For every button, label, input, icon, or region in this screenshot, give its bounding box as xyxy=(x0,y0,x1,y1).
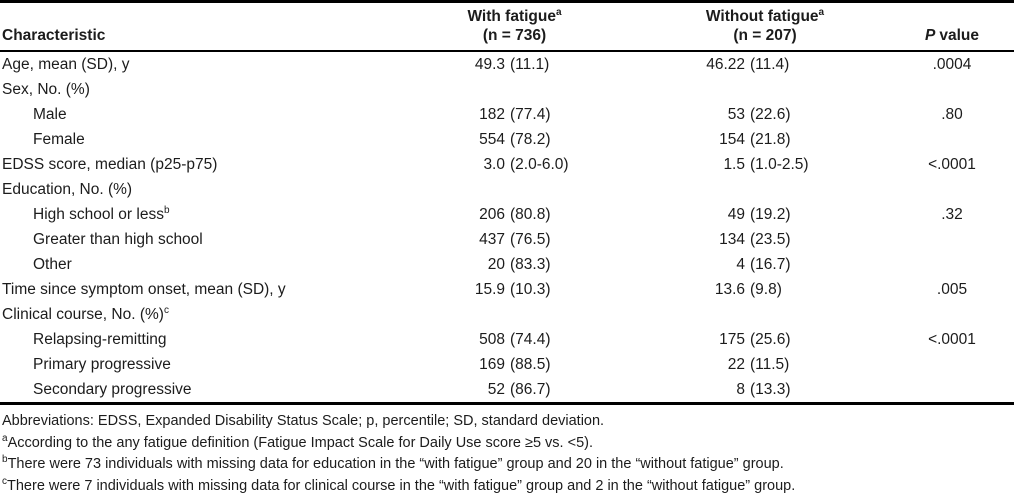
p-value-cell: .32 xyxy=(941,206,963,223)
table-row-other: Other 20 (83.3) 4 (16.7) xyxy=(0,252,1014,277)
value-cell: 154 (21.8) xyxy=(719,131,791,148)
table-row-female: Female 554 (78.2) 154 (21.8) xyxy=(0,127,1014,152)
p-value-cell xyxy=(890,77,1014,102)
p-value-cell xyxy=(890,377,1014,402)
table-row-education: Education, No. (%) xyxy=(0,177,1014,202)
table-row-edss: EDSS score, median (p25-p75) 3.0 (2.0-6.0… xyxy=(0,152,1014,177)
table-row-greater-high-school: Greater than high school 437 (76.5) 134 (2… xyxy=(0,227,1014,252)
value-cell xyxy=(415,77,650,102)
row-label: Time since symptom onset, mean (SD), y xyxy=(2,281,286,298)
row-label: Other xyxy=(33,256,72,273)
footnote-b-marker: b xyxy=(2,454,8,466)
value-cell: 49 (19.2) xyxy=(727,206,791,223)
row-label: Age, mean (SD), y xyxy=(2,56,130,73)
footnote-abbreviations: Abbreviations: EDSS, Expanded Disability… xyxy=(2,413,605,429)
value-cell: 13.6 (9.8) xyxy=(714,281,782,298)
p-value-p: P xyxy=(925,27,936,44)
p-value-cell xyxy=(890,127,1014,152)
value-cell xyxy=(415,177,650,202)
footnote-c: cThere were 7 individuals with missing d… xyxy=(2,475,796,494)
col-header-characteristic: Characteristic xyxy=(0,27,415,50)
footnote-a-marker: a xyxy=(555,6,562,18)
row-label: Female xyxy=(33,131,85,148)
without-fatigue-n: (n = 207) xyxy=(733,27,797,44)
value-cell xyxy=(650,77,890,102)
row-label: High school or less xyxy=(33,206,164,223)
p-value-cell xyxy=(890,352,1014,377)
col-header-without-fatigue: Without fatiguea (n = 207) xyxy=(650,7,890,50)
footnote-a: aAccording to the any fatigue definition… xyxy=(2,432,593,451)
value-cell: 206 (80.8) xyxy=(479,206,551,223)
value-cell: 4 (16.7) xyxy=(736,256,791,273)
value-cell: 134 (23.5) xyxy=(719,231,791,248)
value-cell: 52 (86.7) xyxy=(487,381,551,398)
value-cell: 508 (74.4) xyxy=(479,331,551,348)
row-label: Male xyxy=(33,106,67,123)
footnote-b: bThere were 73 individuals with missing … xyxy=(2,454,784,472)
p-value-cell xyxy=(890,302,1014,327)
row-label: Relapsing-remitting xyxy=(33,331,167,348)
without-fatigue-label: Without fatigue xyxy=(705,8,819,25)
row-label: Secondary progressive xyxy=(33,381,192,398)
value-cell: 22 (11.5) xyxy=(727,356,790,373)
table-row-primary-progressive: Primary progressive 169 (88.5) 22 (11.5) xyxy=(0,352,1014,377)
table-row-symptom-onset: Time since symptom onset, mean (SD), y 1… xyxy=(0,277,1014,302)
value-cell xyxy=(650,177,890,202)
row-label: Primary progressive xyxy=(33,356,171,373)
value-cell: 53 (22.6) xyxy=(727,106,791,123)
footnote-b-marker: b xyxy=(163,204,170,216)
footnote-a-marker: a xyxy=(2,432,8,444)
value-cell: 46.22 (11.4) xyxy=(706,56,790,73)
footnote-c-marker: c xyxy=(2,475,7,487)
with-fatigue-label: With fatigue xyxy=(467,8,556,25)
p-value-cell: <.0001 xyxy=(928,331,976,348)
value-cell: 1.5 (1.0-2.5) xyxy=(723,156,809,173)
p-value-cell xyxy=(890,227,1014,252)
table-row-high-school: High school or lessb 206 (80.8) 49 (19.2) … xyxy=(0,202,1014,227)
table-row-age: Age, mean (SD), y 49.3 (11.1) 46.22 (11.4)… xyxy=(0,52,1014,77)
value-cell: 8 (13.3) xyxy=(736,381,791,398)
col-header-with-fatigue: With fatiguea (n = 736) xyxy=(415,7,650,50)
table-row-male: Male 182 (77.4) 53 (22.6) .80 xyxy=(0,102,1014,127)
value-cell: 20 (83.3) xyxy=(487,256,551,273)
value-cell: 15.9 (10.3) xyxy=(474,281,551,298)
value-cell xyxy=(415,302,650,327)
table-row-clinical-course: Clinical course, No. (%)c xyxy=(0,302,1014,327)
value-cell: 182 (77.4) xyxy=(479,106,551,123)
row-label: Greater than high school xyxy=(33,231,203,248)
value-cell xyxy=(650,302,890,327)
value-cell: 554 (78.2) xyxy=(479,131,551,148)
p-value-cell: <.0001 xyxy=(928,156,976,173)
p-value-cell xyxy=(890,177,1014,202)
value-cell: 437 (76.5) xyxy=(479,231,551,248)
row-label: Education, No. (%) xyxy=(2,181,133,198)
table-body: Age, mean (SD), y 49.3 (11.1) 46.22 (11.4)… xyxy=(0,52,1014,402)
table-row-relapsing-remitting: Relapsing-remitting 508 (74.4) 175 (25.6) … xyxy=(0,327,1014,352)
p-value-cell: .80 xyxy=(941,106,963,123)
row-label: EDSS score, median (p25-p75) xyxy=(2,156,218,173)
col-header-characteristic-label: Characteristic xyxy=(2,27,106,44)
value-cell: 175 (25.6) xyxy=(719,331,791,348)
with-fatigue-n: (n = 736) xyxy=(482,27,547,44)
table-footnotes: Abbreviations: EDSS, Expanded Disability… xyxy=(0,405,1014,497)
p-value-word: value xyxy=(939,27,979,44)
row-label: Sex, No. (%) xyxy=(2,81,90,98)
baseline-characteristics-table: Characteristic With fatiguea (n = 736) W… xyxy=(0,0,1014,405)
p-value-cell: .0004 xyxy=(932,56,972,73)
footnote-a-marker: a xyxy=(818,6,825,18)
footnote-c-marker: c xyxy=(163,304,169,316)
value-cell: 49.3 (11.1) xyxy=(474,56,550,73)
table-header-row: Characteristic With fatiguea (n = 736) W… xyxy=(0,3,1014,52)
table-row-secondary-progressive: Secondary progressive 52 (86.7) 8 (13.3) xyxy=(0,377,1014,402)
row-label: Clinical course, No. (%) xyxy=(2,306,164,323)
table-row-sex: Sex, No. (%) xyxy=(0,77,1014,102)
value-cell: 169 (88.5) xyxy=(479,356,551,373)
value-cell: 3.0 (2.0-6.0) xyxy=(483,156,569,173)
p-value-cell: .005 xyxy=(936,281,968,298)
p-value-cell xyxy=(890,252,1014,277)
